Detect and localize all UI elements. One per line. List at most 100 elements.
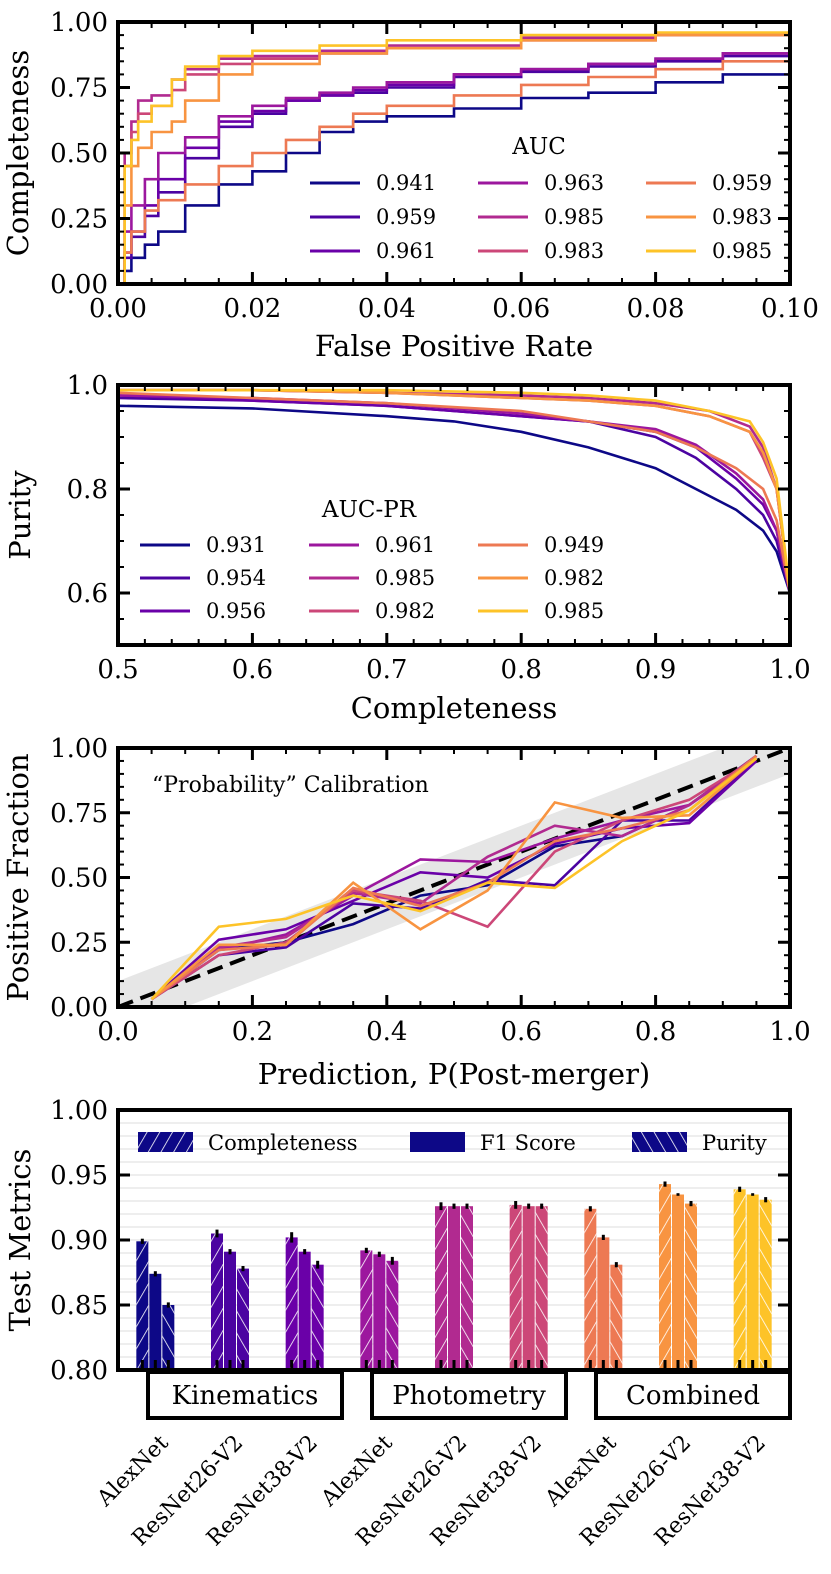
y-tick-label: 0.75: [50, 799, 108, 829]
x-tick-label: 0.2: [232, 1017, 273, 1047]
bar-hatch: [211, 1233, 223, 1370]
pr-curve: [118, 396, 790, 594]
group-box: [146, 1370, 344, 1420]
legend-entry: 0.963: [544, 171, 604, 195]
group-label: Photometry: [392, 1381, 546, 1411]
pr-curve: [118, 388, 790, 594]
x-tick-label: 0.6: [232, 655, 273, 685]
legend-entry: 0.961: [375, 533, 435, 557]
x-tick-label: 0.9: [635, 655, 676, 685]
legend-swatch-hatch: [138, 1132, 193, 1152]
bar-hatch: [610, 1264, 623, 1370]
legend-entry: 0.982: [544, 566, 604, 590]
y-tick-label: 0.90: [50, 1226, 108, 1256]
legend-entry: Purity: [702, 1131, 767, 1155]
legend-entry: 0.961: [376, 239, 436, 263]
y-axis-title: Test Metrics: [3, 1149, 37, 1332]
legend-title: AUC-PR: [321, 497, 417, 523]
legend-entry: 0.985: [544, 599, 604, 623]
roc-curve: [118, 32, 790, 284]
y-tick-label: 0.8: [67, 475, 108, 505]
x-tick-label: 0.02: [223, 294, 281, 324]
legend-title: AUC: [511, 134, 566, 160]
roc-curve: [118, 48, 790, 284]
x-tick-label: 0.7: [366, 655, 407, 685]
y-tick-label: 0.6: [67, 579, 108, 609]
bar-f1-score: [224, 1251, 236, 1370]
y-tick-label: 1.0: [67, 371, 108, 401]
y-tick-label: 1.00: [50, 8, 108, 38]
legend-entry: 0.982: [375, 599, 435, 623]
bar-f1-score: [448, 1206, 460, 1370]
x-tick-label: 1.0: [769, 1017, 810, 1047]
y-tick-label: 0.50: [50, 139, 108, 169]
bar-hatch: [386, 1260, 399, 1370]
y-tick-label: 1.00: [50, 734, 108, 764]
legend-entry: 0.956: [206, 599, 266, 623]
panel-pr: 0.5 0.6 0.7 0.8 0.9 1.0 0.6 0.8 1.0 Completeness P…: [3, 371, 811, 725]
legend-entry: 0.985: [712, 239, 772, 263]
legend-entry: 0.985: [375, 566, 435, 590]
pr-curve: [118, 394, 790, 594]
bar-f1-score: [149, 1273, 162, 1370]
roc-curve: [118, 66, 790, 284]
bar-f1-score: [298, 1251, 311, 1370]
legend-swatch-hatch: [632, 1132, 687, 1152]
bar-f1-score: [597, 1237, 610, 1370]
group-box: [370, 1370, 568, 1420]
x-axis-title: Prediction, P(Post-merger): [258, 1057, 651, 1091]
calibration-curve: [150, 757, 758, 1001]
pr-curve: [118, 404, 790, 594]
pr-curve: [118, 391, 790, 594]
legend-entry: F1 Score: [480, 1131, 576, 1155]
calibration-curve: [150, 757, 758, 1001]
x-tick-label: 1.0: [769, 655, 810, 685]
plot-area: [118, 748, 790, 1007]
bar-hatch: [285, 1237, 298, 1370]
y-tick-label: 0.85: [50, 1291, 108, 1321]
panel-metrics: AlexNetResNet26-V2ResNet38-V2AlexNetResN…: [3, 1096, 792, 1551]
panel-calibration: 0.0 0.2 0.4 0.6 0.8 1.0 0.00 0.25 0.50 0.75 1.00 Pr…: [1, 734, 811, 1091]
x-tick-label: 0.5: [97, 655, 138, 685]
bar-hatch: [685, 1203, 697, 1370]
legend-entry: 0.941: [376, 171, 436, 195]
group-label: Combined: [626, 1381, 760, 1411]
group-label: Kinematics: [172, 1381, 319, 1411]
bar-hatch: [584, 1208, 597, 1370]
bar-hatch: [733, 1189, 746, 1370]
legend-entry: 0.959: [712, 171, 772, 195]
calibration-curve: [150, 754, 758, 1001]
calibration-curve: [150, 757, 758, 1001]
x-tick-label: 0.6: [501, 1017, 542, 1047]
series-group: [118, 388, 790, 594]
diagonal-reference: [118, 748, 790, 1007]
calibration-annotation: “Probability” Calibration: [152, 773, 429, 798]
legend-swatch: [410, 1132, 465, 1152]
panel-roc: 0.00 0.02 0.04 0.06 0.08 0.10 0.00 0.25 0.50 0.75…: [1, 8, 819, 363]
bar-f1-score: [522, 1206, 535, 1370]
x-tick-label: 0.04: [358, 294, 416, 324]
bar-hatch: [535, 1206, 548, 1370]
bar-hatch: [509, 1204, 522, 1370]
legend-entry: 0.949: [544, 533, 604, 557]
legend-entry: 0.931: [206, 533, 266, 557]
bar-hatch: [136, 1241, 149, 1370]
x-tick-label: 0.8: [501, 655, 542, 685]
legend-entry: 0.983: [712, 205, 772, 229]
y-tick-label: 0.00: [50, 270, 108, 300]
legend-entry: 0.985: [544, 205, 604, 229]
y-tick-label: 0.25: [50, 205, 108, 235]
bar-hatch: [435, 1206, 447, 1370]
series-group: [118, 29, 790, 284]
bar-hatch: [659, 1184, 671, 1370]
legend-entry: 0.954: [206, 566, 266, 590]
y-axis-title: Completeness: [1, 50, 35, 257]
x-tick-label: 0.10: [761, 294, 819, 324]
y-tick-label: 0.75: [50, 74, 108, 104]
legend-entry: 0.959: [376, 205, 436, 229]
bar-hatch: [237, 1268, 249, 1370]
y-tick-label: 0.00: [50, 993, 108, 1023]
bar-hatch: [759, 1199, 772, 1370]
x-tick-label: 0.8: [635, 1017, 676, 1047]
